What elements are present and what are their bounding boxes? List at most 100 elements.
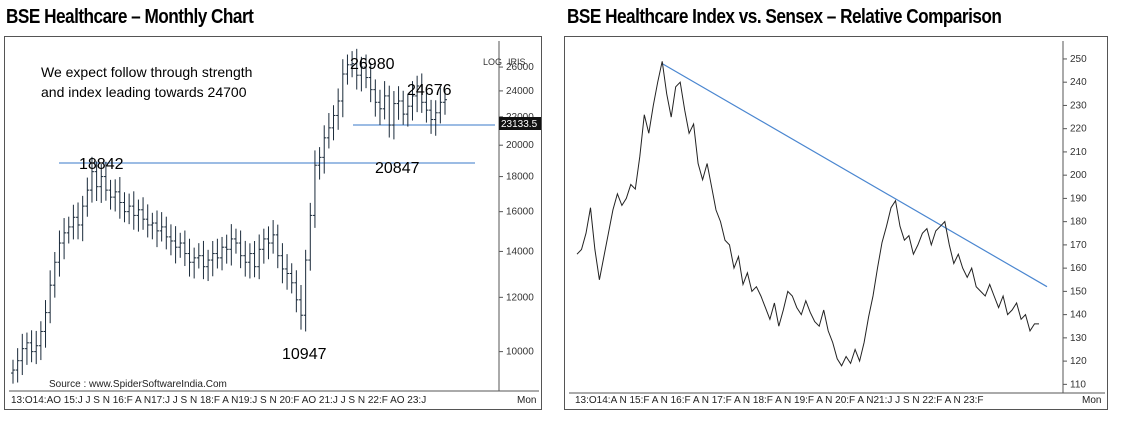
ohlc-bar: [229, 224, 234, 266]
ohlc-bar: [387, 85, 392, 138]
price-tick-label: 26000: [506, 62, 534, 73]
relative-comparison-panel: 110 120 130 140 150 160 170 180 190 200 210 220 230 2…: [564, 36, 1108, 410]
ohlc-bar: [312, 150, 317, 228]
ohlc-bar: [233, 228, 238, 254]
ohlc-bar: [345, 54, 350, 85]
ohlc-bar: [182, 230, 187, 267]
ohlc-bar: [377, 89, 382, 126]
ohlc-bar: [136, 199, 141, 232]
ohlc-bar: [340, 59, 345, 118]
ohlc-bar: [187, 238, 192, 277]
ratio-tick-label: 170: [1070, 240, 1087, 251]
ohlc-bar: [252, 241, 257, 278]
falling-trendline: [661, 63, 1048, 288]
monthly-ohlc-chart: 1000012000140001600018000200002200024000…: [9, 41, 541, 406]
ohlc-bar: [364, 54, 369, 89]
ohlc-bar: [34, 330, 39, 365]
ohlc-bar: [89, 156, 94, 203]
ohlc-bar: [173, 226, 178, 264]
ohlc-bar: [257, 234, 262, 280]
ohlc-bar: [424, 87, 429, 123]
price-tick-label: 20000: [506, 140, 534, 151]
ratio-tick-label: 130: [1070, 333, 1087, 344]
ohlc-bar: [66, 216, 71, 244]
ohlc-bar: [141, 197, 146, 230]
ratio-axis-ticks: 110 120 130 140 150 160 170 180 190 200 210 220 230 2…: [1063, 54, 1087, 390]
ohlc-bar: [178, 232, 183, 258]
price-tick-label: 12000: [506, 292, 534, 303]
ohlc-bar: [103, 161, 108, 201]
ohlc-bar: [117, 177, 122, 219]
ohlc-bar: [94, 161, 99, 202]
ratio-tick-label: 150: [1070, 286, 1087, 297]
ohlc-bar: [359, 56, 364, 92]
ohlc-bar: [443, 89, 447, 115]
ohlc-bar: [275, 224, 280, 269]
ohlc-bars: [11, 48, 447, 384]
ratio-tick-label: 210: [1070, 147, 1087, 158]
ohlc-bar: [354, 48, 359, 90]
ohlc-bar: [38, 321, 43, 361]
ohlc-bar: [20, 333, 25, 376]
period-tag: Mon: [1082, 395, 1101, 406]
ohlc-bar: [11, 359, 15, 384]
x-axis-labels: 13:O14:A N 15:F A N 16:F A N 17:F A N 18…: [575, 395, 984, 406]
right-chart-title: BSE Healthcare Index vs. Sensex – Relati…: [567, 6, 1002, 28]
ohlc-bar: [294, 270, 299, 313]
ratio-tick-label: 230: [1070, 100, 1087, 111]
ohlc-bar: [271, 220, 276, 254]
ohlc-bar: [220, 236, 225, 271]
label-18842: 18842: [79, 156, 124, 173]
ratio-tick-label: 240: [1070, 77, 1087, 88]
support-resistance-lines: [59, 124, 495, 164]
source-label: Source : www.SpiderSoftwareIndia.Com: [49, 379, 227, 390]
ratio-tick-label: 110: [1070, 379, 1086, 390]
ohlc-bar: [405, 93, 410, 127]
ohlc-bar: [280, 243, 285, 284]
ohlc-bar: [373, 79, 378, 117]
ohlc-bar: [243, 240, 248, 277]
analyst-note-line2: and index leading towards 24700: [41, 84, 247, 100]
ohlc-bar: [127, 193, 132, 225]
price-tick-label: 10000: [506, 347, 534, 358]
ohlc-bar: [108, 179, 113, 210]
ohlc-bar: [382, 81, 387, 120]
ratio-tick-label: 160: [1070, 263, 1087, 274]
x-axis-labels: 13:O14:AO 15:J J S N 16:F A N17:J J S N …: [11, 395, 426, 406]
ohlc-bar: [29, 330, 34, 363]
log-scale-tag: LOG: [483, 57, 502, 67]
ohlc-bar: [71, 204, 76, 240]
ohlc-bar: [215, 238, 220, 269]
label-10947: 10947: [282, 346, 327, 363]
ohlc-bar: [155, 210, 159, 248]
ohlc-bar: [206, 249, 211, 282]
ohlc-bar: [415, 75, 420, 113]
ohlc-bar: [289, 263, 294, 294]
ohlc-bar: [308, 202, 313, 271]
ohlc-bar: [145, 204, 150, 238]
ohlc-bar: [391, 91, 396, 140]
ohlc-bar: [350, 51, 355, 78]
ohlc-bar: [164, 216, 169, 250]
ohlc-bar: [331, 105, 336, 141]
ohlc-bar: [401, 90, 406, 125]
ratio-tick-label: 190: [1070, 193, 1087, 204]
ohlc-bar: [299, 285, 303, 330]
ohlc-bar: [429, 99, 434, 134]
ohlc-bar: [396, 86, 401, 120]
ohlc-bar: [150, 212, 155, 240]
ohlc-bar: [192, 247, 197, 279]
ohlc-bar: [52, 252, 57, 298]
ohlc-bar: [224, 234, 229, 264]
last-price-box: [499, 117, 541, 130]
last-price-label: 23133.5: [501, 119, 538, 130]
ohlc-bar: [80, 195, 85, 242]
price-tick-label: 16000: [506, 207, 534, 218]
ohlc-bar: [336, 88, 341, 130]
price-tick-label: 24000: [506, 86, 534, 97]
monthly-chart-panel: 1000012000140001600018000200002200024000…: [4, 36, 542, 410]
ratio-tick-label: 120: [1070, 356, 1087, 367]
label-24676: 24676: [407, 82, 452, 99]
left-chart-title: BSE Healthcare – Monthly Chart: [6, 6, 254, 28]
ohlc-bar: [247, 243, 252, 279]
